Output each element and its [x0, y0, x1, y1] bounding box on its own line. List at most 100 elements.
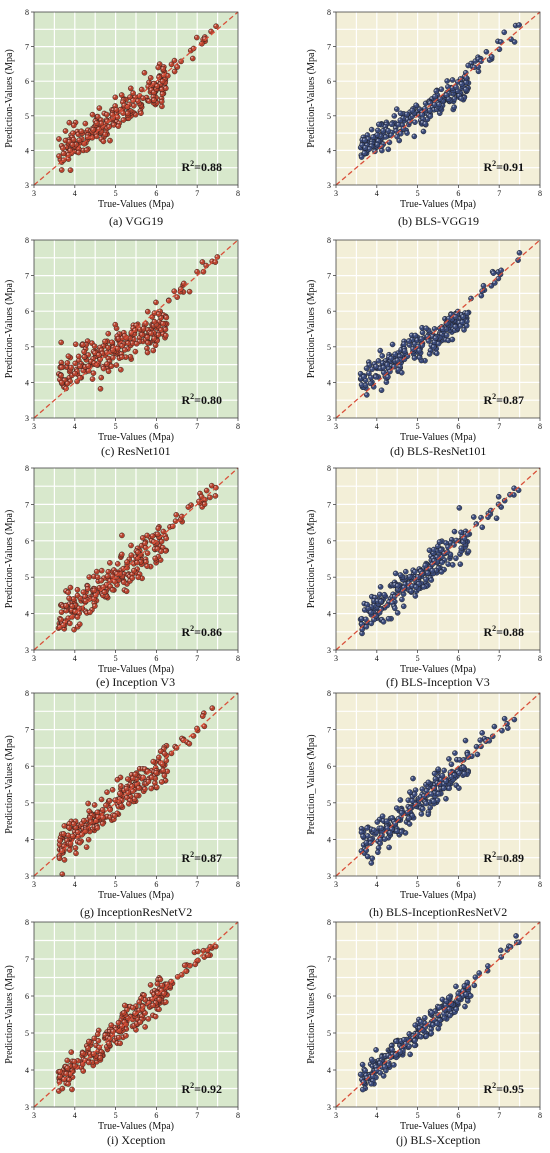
data-point — [425, 779, 432, 786]
data-point-highlight — [122, 103, 125, 106]
data-point — [367, 840, 374, 846]
data-point-highlight — [105, 1047, 108, 1050]
data-point — [400, 603, 407, 610]
data-point — [117, 774, 124, 781]
data-point-highlight — [105, 339, 108, 342]
y-tick-label: 4 — [327, 835, 331, 844]
data-point-highlight — [359, 377, 361, 380]
data-point — [433, 334, 439, 341]
data-point — [66, 368, 73, 375]
data-point-highlight — [138, 552, 141, 555]
data-point-highlight — [138, 553, 141, 556]
data-point-highlight — [440, 327, 443, 330]
data-point — [61, 626, 68, 632]
data-point-highlight — [93, 119, 96, 122]
data-point — [88, 358, 94, 365]
data-point-highlight — [155, 785, 157, 788]
data-point — [92, 350, 99, 357]
data-point-highlight — [146, 99, 149, 101]
data-point-highlight — [126, 110, 129, 113]
data-point-highlight — [416, 578, 419, 581]
data-point-highlight — [391, 818, 394, 820]
data-point-highlight — [147, 1001, 150, 1004]
data-point-highlight — [163, 778, 166, 781]
data-point — [435, 97, 441, 103]
data-point — [118, 785, 124, 792]
data-point-highlight — [458, 562, 461, 565]
data-point-highlight — [103, 342, 106, 345]
data-point — [137, 1019, 144, 1025]
data-point-highlight — [152, 98, 154, 101]
data-point — [154, 989, 161, 996]
data-point-highlight — [59, 144, 62, 146]
data-point — [57, 376, 63, 383]
data-point — [121, 787, 128, 794]
data-point-highlight — [141, 96, 144, 99]
data-point — [162, 548, 169, 554]
data-point-highlight — [143, 541, 146, 544]
data-point — [145, 776, 152, 783]
data-point-highlight — [58, 835, 61, 838]
data-point — [56, 855, 63, 862]
data-point-highlight — [136, 550, 138, 553]
data-point — [378, 131, 385, 138]
data-point — [99, 590, 106, 596]
data-point — [63, 588, 69, 594]
data-point-highlight — [435, 549, 438, 551]
data-point-highlight — [115, 572, 118, 574]
data-point-highlight — [88, 814, 90, 817]
data-point — [163, 752, 170, 759]
data-point — [485, 514, 491, 520]
data-point — [435, 779, 442, 786]
data-point-highlight — [93, 819, 96, 822]
data-point — [105, 368, 112, 375]
data-point-highlight — [438, 565, 441, 568]
data-point-highlight — [68, 1067, 71, 1069]
data-point-highlight — [86, 596, 88, 599]
data-point-highlight — [86, 353, 89, 356]
data-point-highlight — [382, 593, 385, 595]
data-point-highlight — [120, 107, 123, 110]
data-point-highlight — [67, 822, 70, 824]
data-point — [441, 781, 447, 787]
data-point — [153, 767, 160, 774]
data-point — [374, 141, 381, 148]
data-point — [406, 580, 412, 587]
data-point-highlight — [58, 1070, 61, 1073]
data-point — [408, 791, 415, 797]
data-point — [423, 334, 430, 341]
data-point — [168, 750, 175, 757]
data-point-highlight — [149, 331, 152, 334]
data-point — [364, 607, 371, 613]
data-point — [368, 593, 375, 600]
data-point — [161, 84, 168, 90]
data-point-highlight — [368, 381, 371, 384]
data-point-highlight — [139, 1017, 142, 1020]
x-tick-label: 4 — [73, 654, 77, 663]
data-point — [368, 826, 375, 833]
data-point-highlight — [67, 825, 70, 828]
data-point-highlight — [107, 805, 110, 808]
data-point — [511, 716, 518, 723]
data-point-highlight — [454, 319, 457, 322]
data-point — [94, 809, 101, 816]
data-point-highlight — [129, 773, 132, 775]
data-point-highlight — [446, 338, 449, 341]
data-point — [415, 574, 421, 580]
data-point-highlight — [452, 529, 455, 532]
data-point — [388, 355, 394, 362]
data-point — [131, 110, 138, 117]
data-point-highlight — [374, 830, 377, 833]
data-point — [459, 536, 466, 542]
data-point-highlight — [96, 1028, 99, 1031]
data-point-highlight — [446, 322, 449, 325]
data-point-highlight — [125, 339, 128, 341]
data-point-highlight — [470, 754, 472, 757]
data-point-highlight — [499, 268, 502, 271]
data-point — [119, 793, 125, 800]
data-point-highlight — [462, 95, 465, 98]
data-point-highlight — [112, 579, 115, 582]
data-point-highlight — [134, 323, 137, 326]
data-point-highlight — [121, 1016, 124, 1019]
